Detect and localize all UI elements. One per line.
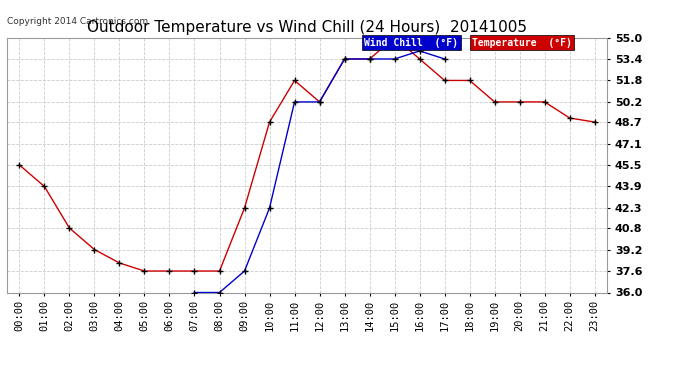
- Text: Temperature  (°F): Temperature (°F): [472, 38, 572, 48]
- Text: Wind Chill  (°F): Wind Chill (°F): [364, 38, 458, 48]
- Text: Copyright 2014 Cartronics.com: Copyright 2014 Cartronics.com: [7, 17, 148, 26]
- Title: Outdoor Temperature vs Wind Chill (24 Hours)  20141005: Outdoor Temperature vs Wind Chill (24 Ho…: [87, 20, 527, 35]
